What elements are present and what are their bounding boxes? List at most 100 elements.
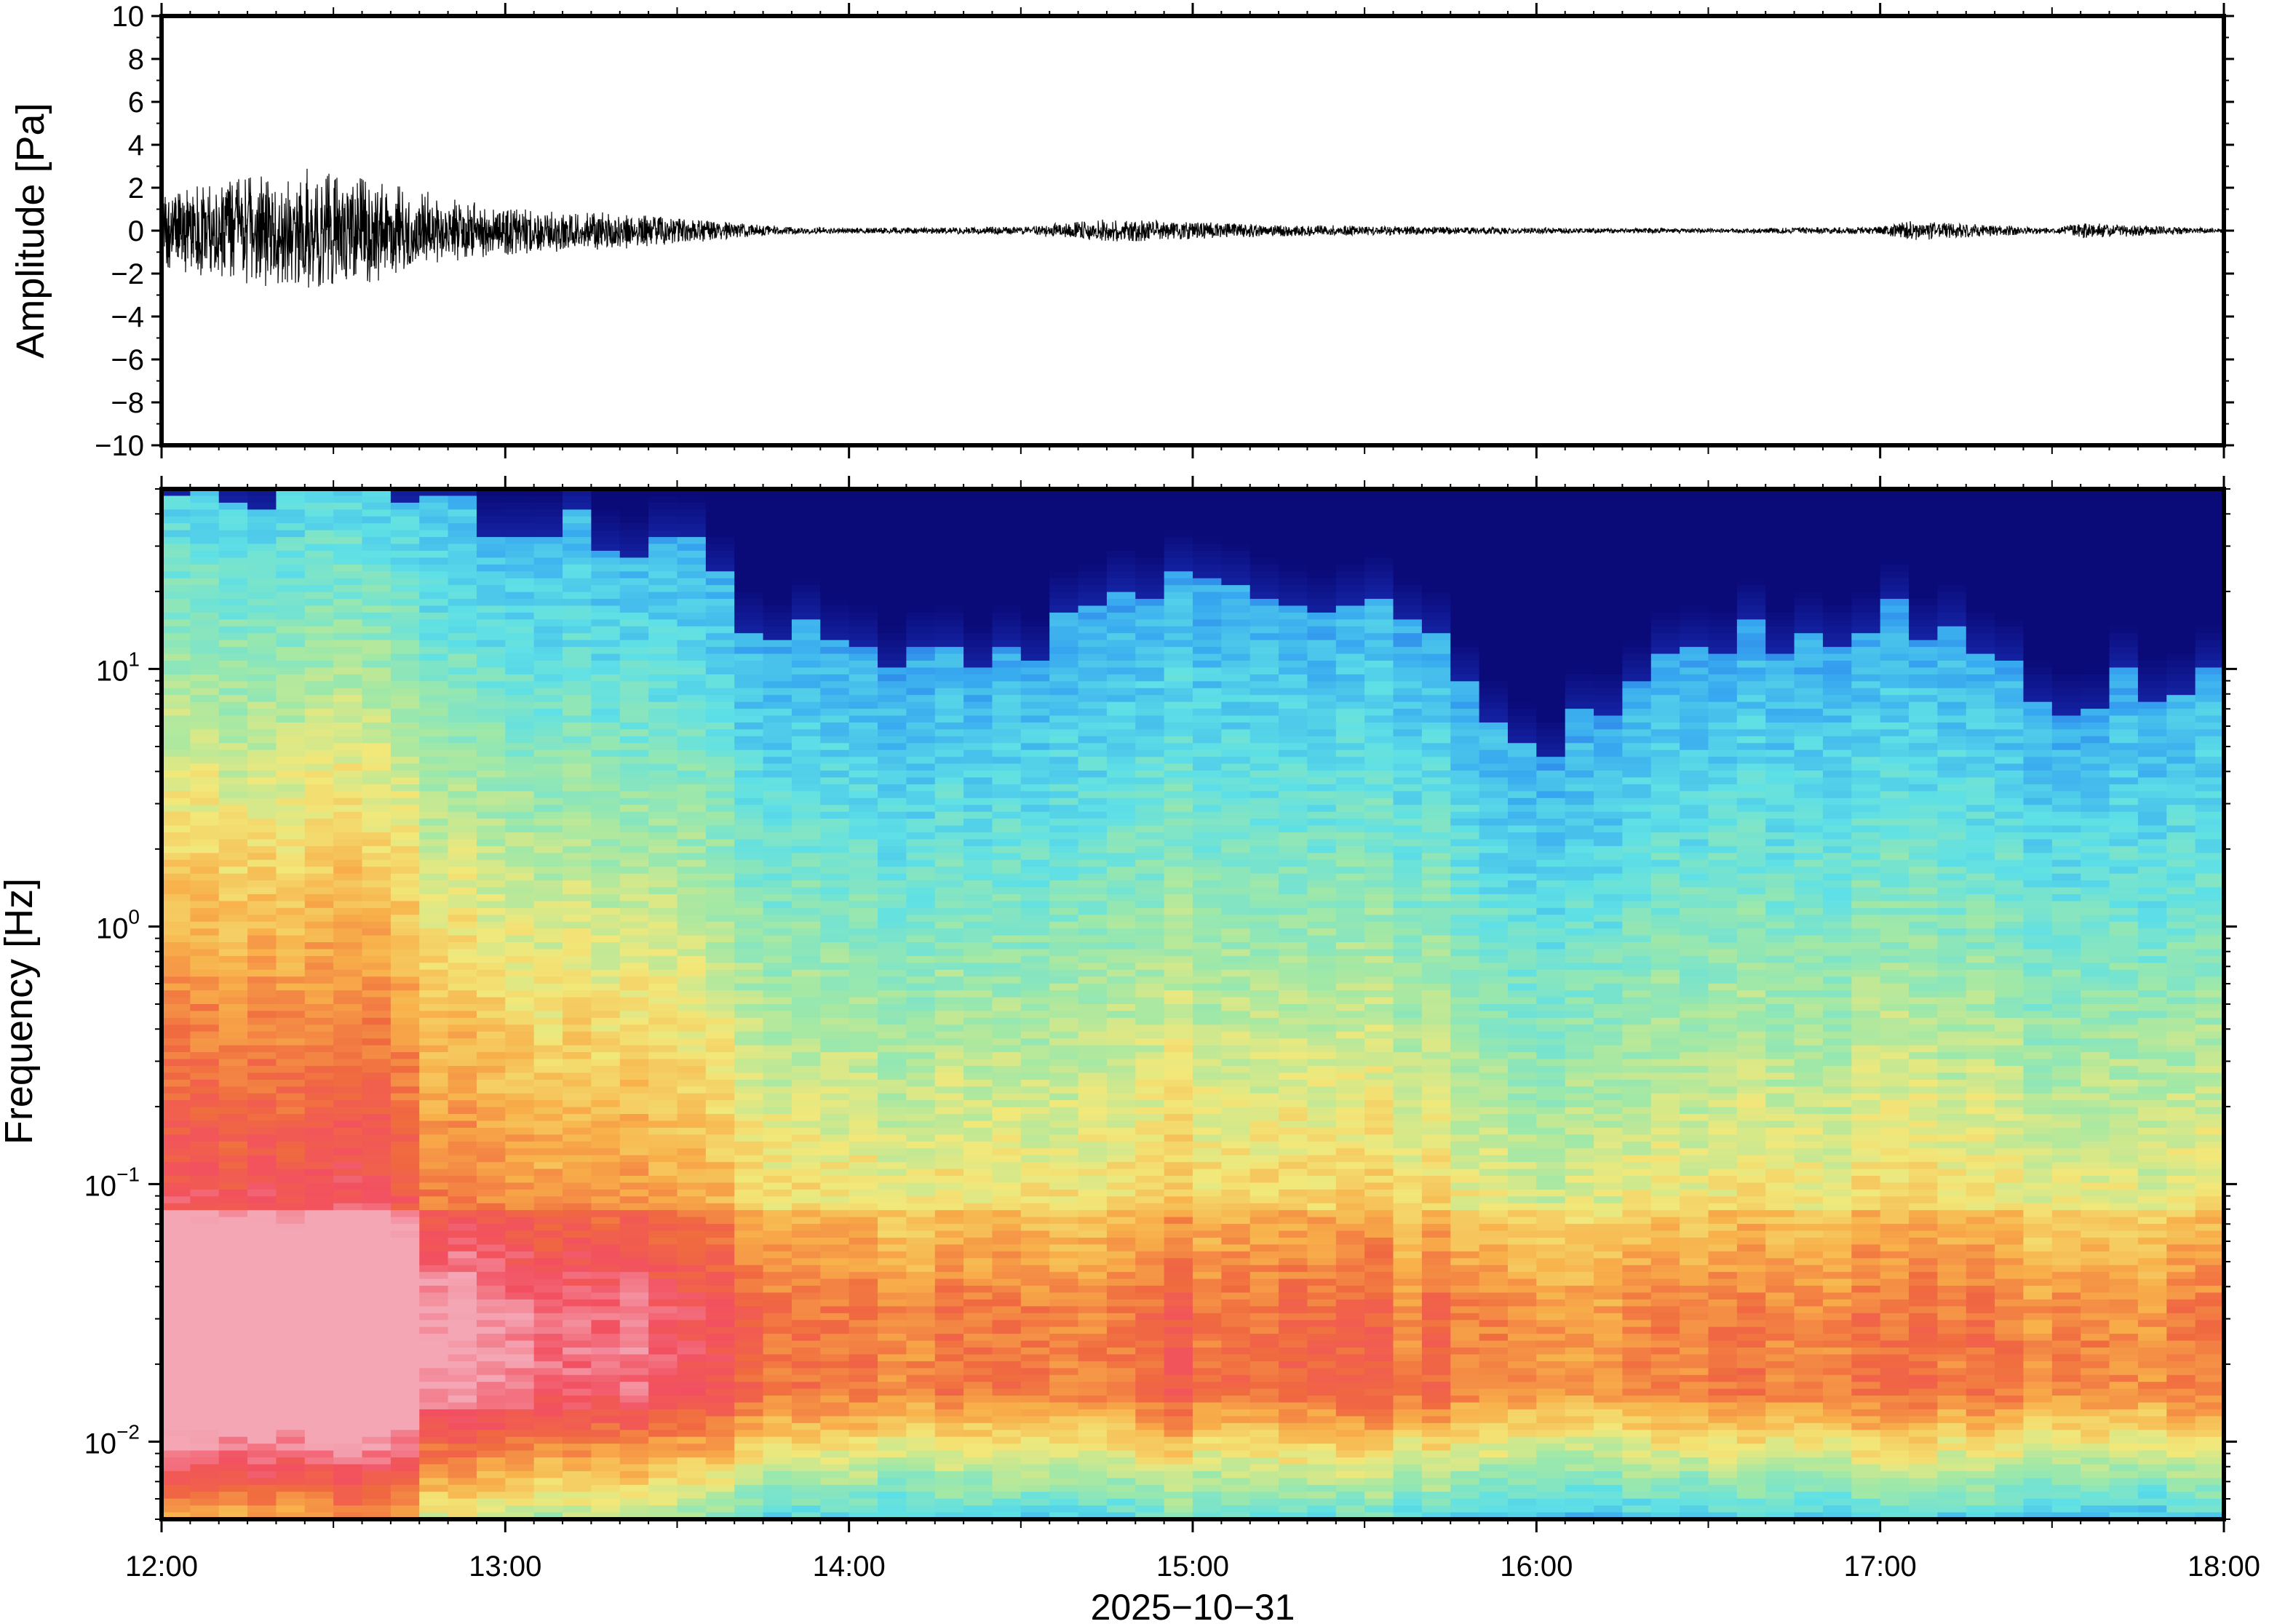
spectrogram-cell bbox=[705, 853, 735, 861]
spectrogram-cell bbox=[476, 1196, 506, 1204]
spectrogram-cell bbox=[1049, 935, 1079, 943]
spectrogram-cell bbox=[791, 571, 821, 579]
spectrogram-cell bbox=[763, 1492, 792, 1500]
spectrogram-cell bbox=[563, 571, 592, 579]
spectrogram-cell bbox=[563, 729, 592, 737]
spectrogram-cell bbox=[963, 1224, 993, 1232]
spectrogram-cell bbox=[963, 550, 993, 558]
spectrogram-cell bbox=[505, 1498, 535, 1506]
spectrogram-cell bbox=[390, 495, 420, 503]
spectrogram-cell bbox=[162, 811, 191, 819]
spectrogram-cell bbox=[533, 1348, 563, 1356]
spectrogram-cell bbox=[820, 777, 850, 785]
spectrogram-cell bbox=[563, 1278, 592, 1286]
spectrogram-cell bbox=[162, 1396, 191, 1404]
spectrogram-cell bbox=[533, 709, 563, 717]
spectrogram-cell bbox=[906, 963, 936, 971]
spectrogram-cell bbox=[648, 811, 678, 819]
spectrogram-cell bbox=[247, 749, 277, 757]
spectrogram-cell bbox=[419, 1430, 449, 1438]
spectrogram-cell bbox=[591, 825, 621, 833]
spectrogram-cell bbox=[505, 921, 535, 929]
spectrogram-cell bbox=[419, 1292, 449, 1300]
spectrogram-cell bbox=[791, 578, 821, 586]
spectrogram-cell bbox=[734, 1492, 764, 1500]
spectrogram-cell bbox=[992, 502, 1022, 510]
spectrogram-cell bbox=[763, 1450, 792, 1458]
spectrogram-cell bbox=[705, 1038, 735, 1046]
spectrogram-cell bbox=[190, 1031, 220, 1039]
spectrogram-cell bbox=[276, 1348, 306, 1356]
spectrogram-cell bbox=[276, 887, 306, 895]
spectrogram-cell bbox=[362, 564, 392, 572]
spectrogram-cell bbox=[304, 1121, 334, 1129]
spectrogram-cell bbox=[190, 633, 220, 641]
spectrogram-cell bbox=[276, 1244, 306, 1252]
spectrogram-cell bbox=[218, 1512, 248, 1520]
spectrogram-cell bbox=[878, 1484, 907, 1492]
spectrogram-cell bbox=[648, 805, 678, 813]
spectrogram-cell bbox=[878, 1416, 907, 1424]
spectrogram-cell bbox=[1020, 489, 1050, 497]
spectrogram-cell bbox=[849, 653, 878, 661]
spectrogram-cell bbox=[276, 1031, 306, 1039]
spectrogram-cell bbox=[878, 1436, 907, 1444]
spectrogram-cell bbox=[333, 1004, 363, 1012]
spectrogram-cell bbox=[390, 1292, 420, 1300]
spectrogram-cell bbox=[190, 709, 220, 717]
spectrogram-cell bbox=[906, 1512, 936, 1520]
spectrogram-cell bbox=[333, 1052, 363, 1060]
spectrogram-cell bbox=[563, 695, 592, 703]
spectrogram-cell bbox=[563, 640, 592, 648]
spectrogram-cell bbox=[533, 1121, 563, 1129]
spectrogram-cell bbox=[362, 1464, 392, 1472]
spectrogram-cell bbox=[734, 893, 764, 901]
spectrogram-cell bbox=[1020, 763, 1050, 771]
spectrogram-cell bbox=[505, 777, 535, 785]
spectrogram-cell bbox=[763, 1196, 792, 1204]
spectrogram-cell bbox=[906, 1492, 936, 1500]
spectrogram-cell bbox=[591, 1361, 621, 1369]
spectrogram-cell bbox=[963, 1011, 993, 1019]
spectrogram-cell bbox=[934, 1086, 964, 1094]
spectrogram-cell bbox=[963, 1004, 993, 1012]
spectrogram-cell bbox=[390, 1230, 420, 1238]
spectrogram-cell bbox=[476, 661, 506, 669]
spectrogram-cell bbox=[734, 578, 764, 586]
spectrogram-cell bbox=[619, 1148, 649, 1156]
spectrogram-cell bbox=[677, 709, 707, 717]
spectrogram-cell bbox=[190, 1299, 220, 1307]
spectrogram-cell bbox=[362, 887, 392, 895]
spectrogram-cell bbox=[276, 867, 306, 875]
spectrogram-cell bbox=[162, 819, 191, 827]
spectrogram-cell bbox=[992, 777, 1022, 785]
spectrogram-cell bbox=[1020, 1340, 1050, 1348]
spectrogram-cell bbox=[963, 701, 993, 709]
spectrogram-cell bbox=[533, 509, 563, 517]
spectrogram-cell bbox=[190, 832, 220, 840]
spectrogram-cell bbox=[247, 1045, 277, 1053]
spectrogram-cell bbox=[878, 1134, 907, 1142]
spectrogram-cell bbox=[563, 1038, 592, 1046]
spectrogram-cell bbox=[333, 1505, 363, 1513]
spectrogram-cell bbox=[648, 688, 678, 696]
spectrogram-cell bbox=[505, 1169, 535, 1177]
spectrogram-cell bbox=[849, 502, 878, 510]
spectrogram-cell bbox=[934, 1121, 964, 1129]
spectrogram-cell bbox=[419, 907, 449, 915]
spectrogram-cell bbox=[963, 942, 993, 950]
spectrogram-cell bbox=[276, 1505, 306, 1513]
spectrogram-cell bbox=[992, 544, 1022, 552]
spectrogram-cell bbox=[591, 1127, 621, 1135]
spectrogram-cell bbox=[448, 1278, 477, 1286]
spectrogram-cell bbox=[390, 845, 420, 853]
spectrogram-cell bbox=[162, 887, 191, 895]
spectrogram-cell bbox=[791, 1217, 821, 1225]
spectrogram-cell bbox=[619, 674, 649, 682]
spectrogram-cell bbox=[878, 1478, 907, 1486]
spectrogram-cell bbox=[362, 1189, 392, 1197]
spectrogram-cell bbox=[276, 1237, 306, 1245]
spectrogram-cell bbox=[190, 1169, 220, 1177]
spectrogram-cell bbox=[619, 811, 649, 819]
spectrogram-cell bbox=[906, 1114, 936, 1122]
